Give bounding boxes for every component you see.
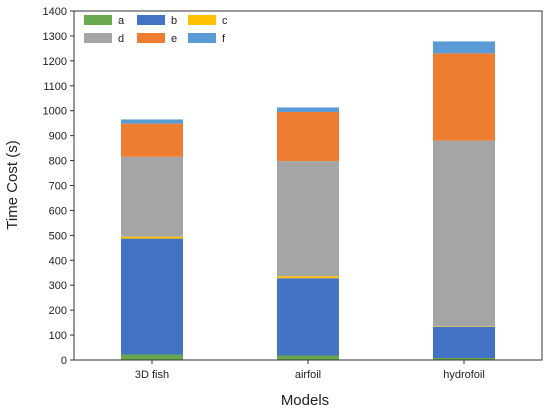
bar-e-airfoil xyxy=(277,111,339,162)
y-tick-label: 100 xyxy=(49,330,67,342)
y-tick-label: 400 xyxy=(49,255,67,267)
legend: a b c d e f xyxy=(84,15,228,45)
x-axis-title: Models xyxy=(281,392,329,409)
legend-label-a: a xyxy=(118,15,125,27)
legend-swatch-f xyxy=(188,33,216,43)
y-tick-label: 600 xyxy=(49,205,67,217)
y-tick-label: 1200 xyxy=(43,56,67,68)
x-tick-label: hydrofoil xyxy=(443,369,485,381)
legend-swatch-c xyxy=(188,15,216,25)
y-tick-label: 1300 xyxy=(43,31,67,43)
bar-e-hydrofoil xyxy=(433,53,495,141)
legend-swatch-a xyxy=(84,15,112,25)
bar-e-3d-fish xyxy=(121,123,183,157)
bar-d-hydrofoil xyxy=(433,140,495,327)
bar-f-3d-fish xyxy=(121,119,183,124)
legend-label-b: b xyxy=(171,15,177,27)
y-tick-label: 1000 xyxy=(43,106,67,118)
legend-label-c: c xyxy=(222,15,228,27)
bar-f-hydrofoil xyxy=(433,41,495,54)
bars-group xyxy=(121,41,495,360)
legend-label-e: e xyxy=(171,33,177,45)
bar-c-3d-fish xyxy=(121,236,183,239)
y-tick-label: 800 xyxy=(49,156,67,168)
x-tick-label: airfoil xyxy=(295,369,321,381)
y-tick-label: 900 xyxy=(49,131,67,143)
bar-a-3d-fish xyxy=(121,354,183,360)
legend-label-f: f xyxy=(222,33,226,45)
legend-swatch-d xyxy=(84,33,112,43)
legend-swatch-e xyxy=(137,33,165,43)
bar-a-airfoil xyxy=(277,355,339,360)
y-tick-label: 0 xyxy=(61,355,67,367)
y-tick-label: 300 xyxy=(49,280,67,292)
bar-b-hydrofoil xyxy=(433,326,495,359)
bar-d-airfoil xyxy=(277,161,339,277)
y-tick-label: 1100 xyxy=(43,81,67,93)
bar-a-hydrofoil xyxy=(433,358,495,360)
y-axis-title: Time Cost (s) xyxy=(4,140,21,229)
y-tick-label: 200 xyxy=(49,305,67,317)
ticks-group: 0 100 200 300 400 500 600 700 800 900 1000 1100 1200… xyxy=(43,6,485,381)
y-tick-label: 500 xyxy=(49,230,67,242)
bar-f-airfoil xyxy=(277,107,339,112)
bar-b-airfoil xyxy=(277,278,339,356)
bar-d-3d-fish xyxy=(121,156,183,237)
y-tick-label: 1400 xyxy=(43,6,67,18)
bar-b-3d-fish xyxy=(121,238,183,355)
bar-c-airfoil xyxy=(277,276,339,279)
legend-label-d: d xyxy=(118,33,124,45)
y-tick-label: 700 xyxy=(49,181,67,193)
legend-swatch-b xyxy=(137,15,165,25)
x-tick-label: 3D fish xyxy=(135,369,169,381)
